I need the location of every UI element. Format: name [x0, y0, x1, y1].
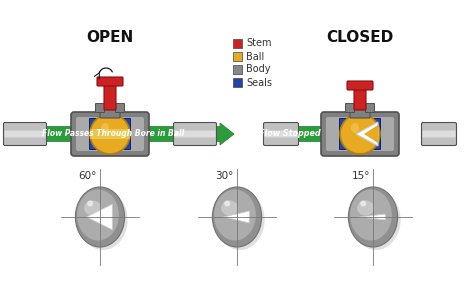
Ellipse shape [214, 190, 256, 241]
Ellipse shape [87, 201, 93, 206]
FancyBboxPatch shape [89, 118, 96, 149]
Ellipse shape [221, 201, 238, 215]
FancyBboxPatch shape [421, 122, 456, 146]
Ellipse shape [352, 190, 400, 250]
Ellipse shape [215, 190, 265, 250]
Text: Body: Body [246, 65, 270, 74]
Text: 30°: 30° [216, 171, 234, 181]
FancyBboxPatch shape [422, 131, 456, 138]
Circle shape [340, 114, 380, 154]
FancyBboxPatch shape [115, 103, 124, 113]
FancyBboxPatch shape [124, 118, 131, 149]
Ellipse shape [101, 123, 109, 133]
FancyBboxPatch shape [3, 122, 47, 146]
Ellipse shape [84, 201, 101, 215]
Polygon shape [356, 122, 378, 146]
FancyBboxPatch shape [347, 81, 373, 90]
Ellipse shape [212, 187, 262, 247]
Ellipse shape [78, 190, 128, 250]
FancyBboxPatch shape [173, 122, 217, 146]
Ellipse shape [224, 201, 230, 206]
Circle shape [90, 114, 130, 154]
Ellipse shape [348, 187, 398, 247]
Text: OPEN: OPEN [86, 30, 133, 45]
FancyBboxPatch shape [97, 77, 123, 86]
Ellipse shape [77, 190, 119, 241]
Text: Stem: Stem [246, 39, 272, 49]
FancyBboxPatch shape [76, 117, 144, 151]
Ellipse shape [76, 187, 124, 247]
FancyBboxPatch shape [71, 112, 149, 156]
Ellipse shape [350, 190, 392, 241]
FancyBboxPatch shape [354, 86, 366, 110]
Text: 15°: 15° [352, 171, 370, 181]
FancyBboxPatch shape [95, 103, 104, 113]
Ellipse shape [357, 201, 374, 215]
Text: Flow Stopped: Flow Stopped [259, 129, 321, 138]
Text: Flow Passes Through Bore in Ball: Flow Passes Through Bore in Ball [42, 129, 184, 138]
FancyBboxPatch shape [345, 103, 354, 113]
FancyBboxPatch shape [321, 112, 399, 156]
FancyBboxPatch shape [100, 107, 120, 118]
FancyBboxPatch shape [4, 131, 46, 138]
FancyBboxPatch shape [233, 39, 242, 48]
Polygon shape [223, 211, 249, 223]
Text: Ball: Ball [246, 52, 264, 61]
Text: 60°: 60° [78, 171, 97, 181]
Text: Seals: Seals [246, 78, 272, 87]
FancyBboxPatch shape [233, 65, 242, 74]
Polygon shape [90, 129, 130, 139]
Polygon shape [360, 214, 385, 220]
FancyBboxPatch shape [350, 107, 370, 118]
FancyBboxPatch shape [373, 118, 380, 149]
FancyBboxPatch shape [365, 103, 374, 113]
FancyBboxPatch shape [265, 131, 297, 138]
FancyBboxPatch shape [104, 82, 116, 110]
FancyBboxPatch shape [326, 117, 394, 151]
Polygon shape [364, 125, 378, 143]
FancyArrow shape [6, 123, 234, 145]
FancyArrow shape [266, 123, 340, 145]
Ellipse shape [351, 123, 359, 133]
Ellipse shape [360, 201, 366, 206]
FancyBboxPatch shape [233, 78, 242, 87]
FancyBboxPatch shape [233, 52, 242, 61]
Text: CLOSED: CLOSED [326, 30, 394, 45]
Polygon shape [86, 204, 112, 230]
FancyBboxPatch shape [174, 131, 216, 138]
FancyBboxPatch shape [264, 122, 298, 146]
FancyBboxPatch shape [340, 118, 346, 149]
